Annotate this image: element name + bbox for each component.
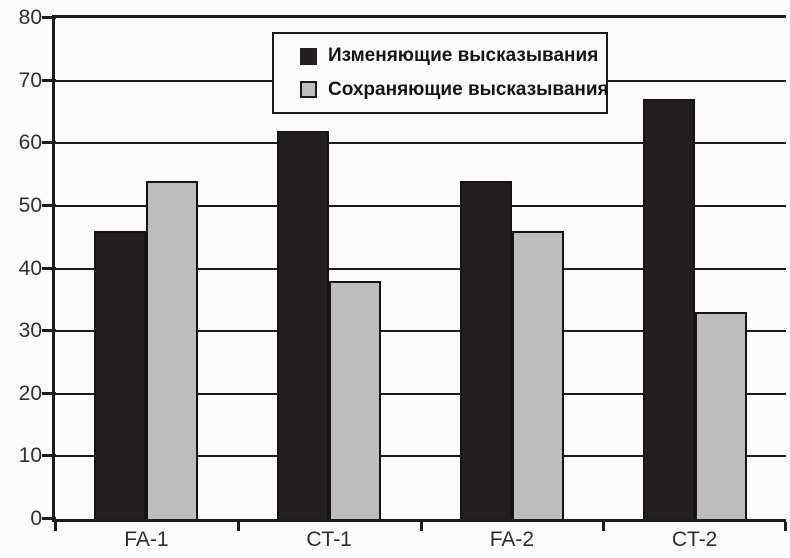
- bar-CT-2-series2: [694, 312, 747, 519]
- y-tick-mark: [42, 329, 56, 333]
- legend: Изменяющие высказывания Сохраняющие выск…: [272, 32, 609, 114]
- legend-swatch-black-icon: [300, 47, 317, 65]
- y-tick-mark: [42, 454, 56, 458]
- x-axis-labels: FA-1 CT-1 FA-2 CT-2: [55, 528, 786, 552]
- y-axis-label: 0: [30, 507, 42, 530]
- bar-group-FA-2: [421, 18, 604, 519]
- x-axis-label: FA-2: [489, 528, 535, 551]
- x-axis-label: FA-1: [124, 528, 169, 551]
- y-tick-mark: [42, 266, 56, 270]
- x-tick-mark: [419, 522, 423, 531]
- bar-CT-2-series1: [642, 99, 695, 519]
- x-axis-label: CT-1: [306, 528, 352, 551]
- x-tick-mark: [784, 522, 787, 531]
- y-tick-mark: [42, 517, 56, 520]
- gridline: [55, 142, 786, 145]
- gridline: [55, 204, 786, 207]
- y-axis-label: 70: [18, 68, 42, 92]
- y-tick-mark: [42, 391, 56, 395]
- plot-area: [42, 15, 787, 531]
- legend-label: Изменяющие высказывания: [328, 45, 599, 67]
- legend-label: Сохраняющие высказывания: [328, 78, 609, 100]
- legend-item: Изменяющие высказывания: [300, 45, 606, 67]
- legend-swatch-gray-icon: [300, 81, 317, 99]
- bar-FA-1-series2: [146, 180, 199, 519]
- x-axis-label: CT-2: [671, 528, 718, 551]
- gridline: [55, 455, 786, 458]
- bar-group-CT-1: [238, 18, 421, 519]
- y-axis-label: 30: [18, 319, 42, 343]
- bar-CT-1-series2: [329, 281, 382, 519]
- y-tick-mark: [42, 16, 56, 19]
- bar-FA-2-series2: [511, 230, 564, 519]
- bar-group-CT-2: [603, 18, 786, 519]
- gridline: [55, 267, 786, 270]
- gridline: [55, 330, 786, 333]
- y-axis-label: 20: [18, 381, 42, 405]
- y-axis-label: 10: [18, 444, 42, 468]
- bar-FA-1-series1: [94, 230, 147, 519]
- y-tick-mark: [42, 141, 56, 145]
- y-axis-label: 60: [18, 131, 42, 155]
- legend-item: Сохраняющие высказывания: [300, 78, 609, 101]
- y-tick-mark: [42, 203, 56, 207]
- gridline: [55, 392, 786, 395]
- y-axis-label: 40: [18, 256, 42, 280]
- y-axis-label: 50: [18, 193, 42, 217]
- x-tick-mark: [236, 522, 240, 531]
- x-tick-mark: [602, 522, 606, 531]
- y-tick-mark: [42, 78, 56, 82]
- bar-CT-1-series1: [277, 130, 330, 519]
- x-tick-mark: [54, 522, 57, 531]
- y-axis-label: 80: [18, 6, 42, 29]
- bar-group-FA-1: [55, 18, 238, 519]
- bar-FA-2-series1: [459, 180, 512, 519]
